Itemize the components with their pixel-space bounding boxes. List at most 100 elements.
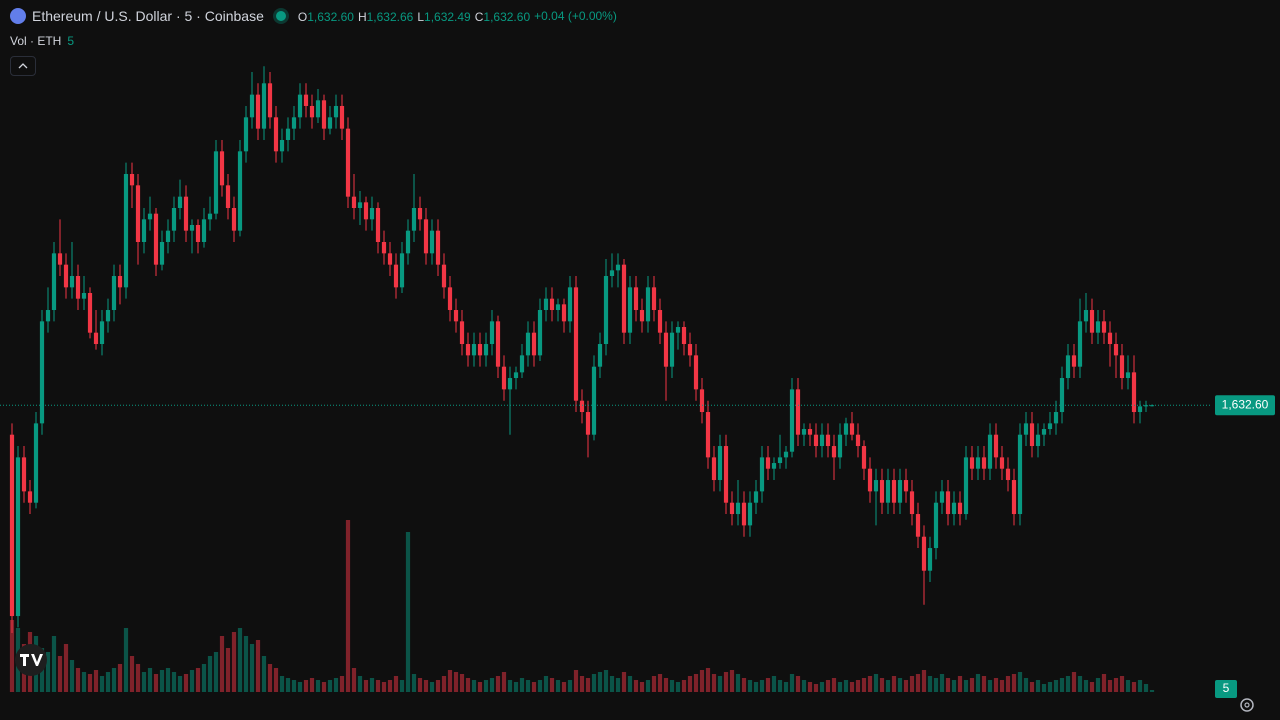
candle-body: [1017, 434, 1023, 515]
volume-bar: [507, 680, 513, 692]
candle-body: [579, 400, 585, 413]
candle-body: [513, 372, 519, 379]
candle-body: [603, 276, 609, 345]
candle-body: [879, 480, 885, 503]
volume-bar: [51, 636, 57, 692]
volume-bar: [1053, 680, 1059, 692]
volume-bar: [297, 682, 303, 692]
candle-body: [147, 213, 153, 220]
candle-body: [351, 196, 357, 208]
volume-bar: [183, 674, 189, 692]
volume-bar: [105, 672, 111, 692]
volume-bar: [1107, 680, 1113, 692]
gear-center[interactable]: [1244, 702, 1250, 708]
candle-body: [189, 224, 195, 231]
candle-body: [327, 117, 333, 129]
candle-body: [15, 457, 21, 617]
candle-body: [537, 310, 543, 356]
volume-bar: [231, 632, 237, 692]
volume-bar: [861, 678, 867, 692]
volume-bar: [165, 668, 171, 692]
gear[interactable]: [1240, 698, 1254, 712]
candle-body: [273, 117, 279, 152]
candle-body: [129, 173, 135, 186]
volume-bar: [987, 680, 993, 692]
candle-body: [867, 468, 873, 492]
candle-body: [51, 253, 57, 311]
volume-bar: [933, 678, 939, 692]
volume-bar: [837, 682, 843, 692]
volume-bar: [441, 676, 447, 692]
volume-bar: [651, 676, 657, 692]
volume-bar: [999, 680, 1005, 692]
candle-body: [345, 128, 351, 197]
volume-bar: [267, 664, 273, 692]
candle-body: [1101, 321, 1107, 333]
volume-bar: [849, 682, 855, 692]
candle-body: [1077, 321, 1083, 367]
candle-body: [279, 139, 285, 152]
volume-bar: [1125, 680, 1131, 692]
candle-body: [627, 287, 633, 333]
volume-bar: [753, 682, 759, 692]
volume-bar: [447, 670, 453, 692]
volume-bar: [285, 678, 291, 692]
volume-bar: [717, 676, 723, 692]
collapse-button[interactable]: [10, 56, 36, 76]
candle-body: [975, 457, 981, 469]
volume-bar: [1113, 678, 1119, 692]
volume-bar: [993, 678, 999, 692]
volume-bar: [9, 620, 15, 692]
candle-body: [723, 446, 729, 503]
volume-bar: [1017, 672, 1023, 692]
volume-bar: [657, 674, 663, 692]
candle-body: [525, 332, 531, 356]
candle-body: [777, 457, 783, 464]
chevron[interactable]: [11, 57, 35, 75]
candle-body: [747, 502, 753, 526]
candle-body: [549, 298, 555, 311]
volume-bar: [681, 680, 687, 692]
volume-bar: [897, 678, 903, 692]
volume-bar: [819, 682, 825, 692]
candle-body: [1011, 480, 1017, 515]
volume-bar: [459, 674, 465, 692]
volume-legend: Vol · ETH 5: [10, 34, 74, 48]
volume-bar: [417, 678, 423, 692]
volume-bar: [939, 674, 945, 692]
volume-bar: [393, 676, 399, 692]
symbol-title[interactable]: Ethereum / U.S. Dollar · 5 · Coinbase: [32, 8, 264, 24]
candle-body: [429, 230, 435, 254]
candle-body: [927, 548, 933, 571]
candle-body: [417, 207, 423, 220]
volume-bar: [1101, 674, 1107, 692]
candle-body: [645, 287, 651, 322]
candle-body: [237, 151, 243, 231]
volume-bar: [345, 520, 351, 692]
volume-bar: [543, 676, 549, 692]
candle-body: [75, 276, 81, 299]
candle-body: [999, 457, 1005, 469]
ohlc-value: 1,632.66: [366, 10, 414, 24]
candle-body: [1029, 423, 1035, 447]
candle-body: [531, 332, 537, 356]
candle-body: [303, 94, 309, 106]
volume-bar: [63, 644, 69, 692]
volume-bar: [435, 680, 441, 692]
volume-bar: [1035, 680, 1041, 692]
candle-body: [225, 185, 231, 208]
candle-body: [1053, 412, 1059, 424]
settings-icon[interactable]: [1240, 698, 1254, 712]
candle-body: [81, 293, 87, 299]
status-dot: [275, 11, 286, 21]
tv-logo: [15, 644, 47, 676]
volume-bar: [783, 682, 789, 692]
candle-body: [861, 446, 867, 469]
volume-bar: [825, 680, 831, 692]
volume-bar: [1023, 678, 1029, 692]
chevron-path[interactable]: [18, 63, 28, 69]
volume-bar: [711, 674, 717, 692]
volume-bar: [243, 636, 249, 692]
candle-body: [735, 502, 741, 515]
